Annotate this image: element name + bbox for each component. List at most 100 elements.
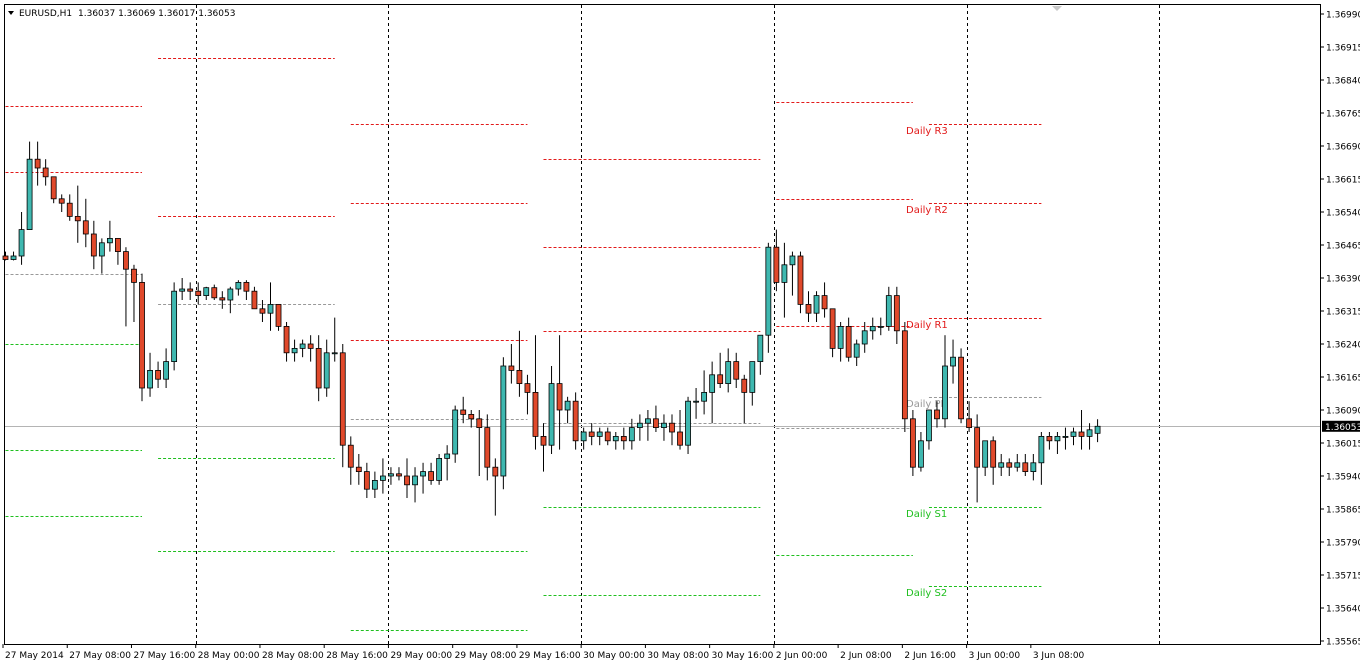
candle-body [564, 400, 571, 411]
pivot-label-pp: Daily PP [906, 399, 947, 410]
candle-body [645, 418, 651, 424]
candle [918, 432, 924, 472]
y-tick-label: 1.36315 [1326, 308, 1360, 318]
candle-body [476, 418, 483, 428]
candle-body [259, 308, 266, 314]
candle-body [26, 158, 33, 230]
candle [958, 348, 964, 424]
candle [131, 264, 137, 322]
candle [476, 410, 483, 476]
candle-body [428, 471, 434, 481]
candle [460, 396, 467, 424]
candle [540, 423, 547, 472]
candle [211, 284, 218, 300]
y-tick-label: 1.35565 [1326, 638, 1360, 648]
candle-body [355, 466, 362, 473]
candle-body [701, 391, 708, 402]
candle [452, 405, 459, 463]
candle-body [163, 361, 170, 380]
candle [500, 357, 507, 490]
candle-body [1038, 435, 1045, 464]
candle [765, 242, 772, 353]
x-tick-label: 27 May 16:00 [133, 651, 195, 661]
plot-area-border [4, 4, 1321, 645]
time-axis: 27 May 2014 27 May 08:00 27 May 16:00 28 Ma… [2, 644, 1085, 661]
candle [612, 432, 619, 450]
candle [1094, 419, 1101, 443]
candle-body [837, 325, 844, 349]
y-tick-label: 1.36915 [1326, 44, 1360, 54]
candle [355, 454, 362, 485]
candle [725, 348, 732, 393]
candle-body [556, 383, 563, 411]
candle-body [187, 288, 194, 292]
candle-body [797, 255, 804, 305]
candle-body [74, 215, 81, 222]
candle-body [765, 246, 772, 336]
candle [420, 462, 426, 494]
candle [620, 427, 627, 450]
symbol-timeframe-label: EURUSD,H1 [19, 9, 72, 19]
candle-body [147, 369, 153, 389]
candlestick-series [2, 141, 1101, 516]
candle-body [115, 237, 121, 252]
candle-body [283, 325, 290, 354]
pivot-label-r2: Daily R2 [906, 205, 948, 216]
x-tick-label: 28 May 16:00 [326, 651, 388, 661]
candle-body [251, 290, 258, 310]
candle-body [436, 457, 443, 481]
y-tick-label: 1.36090 [1326, 407, 1360, 417]
candle-body [492, 466, 499, 477]
candle-body [380, 475, 386, 481]
candle-body [1094, 425, 1101, 434]
candle [982, 440, 989, 476]
y-tick-label: 1.36690 [1326, 143, 1360, 153]
candle-body [548, 383, 555, 446]
y-tick-label: 1.36765 [1326, 110, 1360, 120]
x-tick-label: 29 May 08:00 [455, 651, 517, 661]
candle [942, 335, 948, 428]
candle-body [725, 361, 732, 385]
candle [1038, 432, 1045, 485]
candle-body [66, 202, 73, 217]
current-price-tag: 1.36053 [1322, 420, 1360, 433]
candle [869, 317, 876, 340]
shift-marker-icon[interactable] [1052, 6, 1062, 11]
candle [749, 361, 756, 406]
candle [741, 374, 748, 424]
candle [1086, 423, 1093, 450]
candle [845, 317, 852, 362]
candle-body [307, 343, 314, 349]
candle-body [861, 330, 868, 345]
candle-body [42, 167, 49, 178]
candle [677, 410, 683, 450]
candle [307, 335, 314, 362]
candle-body [1006, 462, 1013, 468]
candle-body [901, 330, 908, 420]
candle-body [596, 431, 603, 437]
candle [893, 286, 900, 344]
candle-body [628, 427, 635, 442]
candle-body [227, 288, 234, 301]
candle-body [1062, 435, 1069, 438]
candle [18, 212, 25, 265]
candle [1054, 432, 1061, 454]
menu-triangle-icon[interactable] [8, 11, 14, 15]
candle [974, 414, 981, 503]
candle-body [998, 462, 1005, 468]
candle [251, 286, 258, 310]
candle [436, 454, 443, 485]
y-tick-label: 1.35790 [1326, 539, 1360, 549]
candle [934, 401, 940, 428]
price-axis: 1.36990 1.36915 1.36840 1.36765 1.36690 1.366… [1320, 11, 1360, 648]
candle [685, 396, 691, 454]
candle-body [1046, 435, 1053, 442]
candle-body [388, 473, 394, 477]
candle [604, 427, 611, 446]
y-tick-label: 1.36015 [1326, 440, 1360, 450]
candle-body [371, 479, 378, 490]
candle [516, 330, 523, 397]
candle-body [235, 281, 242, 290]
x-tick-label: 2 Jun 16:00 [904, 651, 956, 661]
